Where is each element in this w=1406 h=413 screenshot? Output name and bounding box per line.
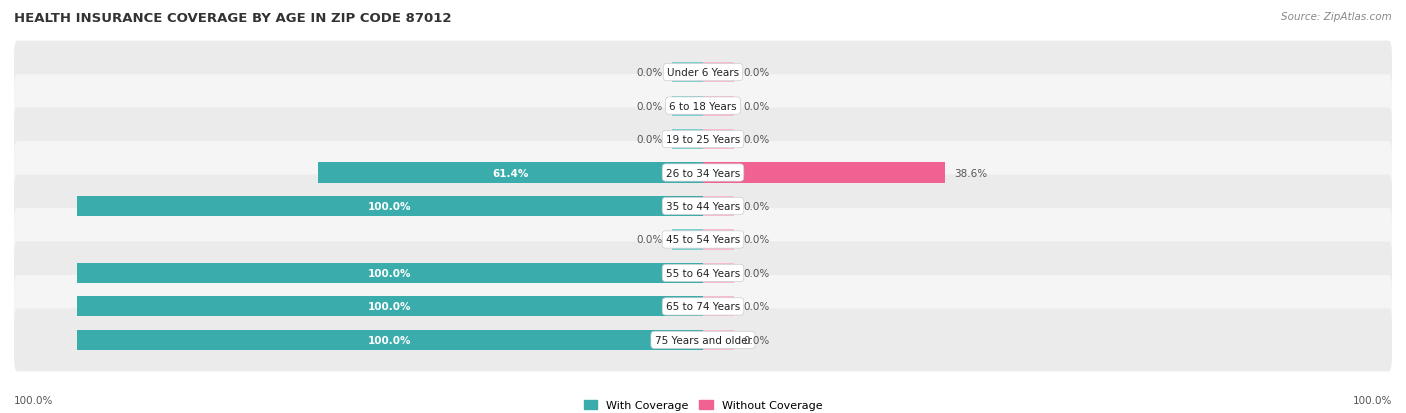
- Bar: [672, 230, 703, 250]
- Text: 55 to 64 Years: 55 to 64 Years: [666, 268, 740, 278]
- Bar: [703, 230, 734, 250]
- Text: Under 6 Years: Under 6 Years: [666, 68, 740, 78]
- Bar: [318, 163, 703, 183]
- Bar: [703, 197, 734, 216]
- Text: 0.0%: 0.0%: [744, 335, 770, 345]
- Bar: [77, 330, 703, 350]
- Text: Source: ZipAtlas.com: Source: ZipAtlas.com: [1281, 12, 1392, 22]
- Text: 0.0%: 0.0%: [744, 68, 770, 78]
- Bar: [77, 197, 703, 216]
- Bar: [703, 297, 734, 317]
- Text: 0.0%: 0.0%: [636, 68, 662, 78]
- Bar: [703, 63, 734, 83]
- Text: 0.0%: 0.0%: [636, 235, 662, 245]
- Text: 65 to 74 Years: 65 to 74 Years: [666, 301, 740, 312]
- Text: 0.0%: 0.0%: [636, 135, 662, 145]
- FancyBboxPatch shape: [14, 275, 1392, 338]
- Bar: [703, 130, 734, 150]
- Text: 100.0%: 100.0%: [368, 335, 412, 345]
- Text: 75 Years and older: 75 Years and older: [655, 335, 751, 345]
- FancyBboxPatch shape: [14, 209, 1392, 271]
- Text: 0.0%: 0.0%: [744, 268, 770, 278]
- Bar: [703, 330, 734, 350]
- Text: 100.0%: 100.0%: [368, 202, 412, 211]
- Bar: [703, 163, 945, 183]
- Bar: [672, 130, 703, 150]
- FancyBboxPatch shape: [14, 108, 1392, 171]
- Text: 26 to 34 Years: 26 to 34 Years: [666, 168, 740, 178]
- Bar: [672, 96, 703, 116]
- Text: 100.0%: 100.0%: [368, 301, 412, 312]
- Bar: [672, 63, 703, 83]
- Text: 0.0%: 0.0%: [636, 101, 662, 112]
- FancyBboxPatch shape: [14, 175, 1392, 238]
- Bar: [703, 96, 734, 116]
- Text: 0.0%: 0.0%: [744, 135, 770, 145]
- Bar: [77, 263, 703, 283]
- Text: 38.6%: 38.6%: [955, 168, 987, 178]
- FancyBboxPatch shape: [14, 75, 1392, 138]
- FancyBboxPatch shape: [14, 309, 1392, 371]
- Bar: [77, 297, 703, 317]
- Text: 6 to 18 Years: 6 to 18 Years: [669, 101, 737, 112]
- Text: 19 to 25 Years: 19 to 25 Years: [666, 135, 740, 145]
- Text: 45 to 54 Years: 45 to 54 Years: [666, 235, 740, 245]
- FancyBboxPatch shape: [14, 42, 1392, 104]
- Text: 0.0%: 0.0%: [744, 235, 770, 245]
- Text: 0.0%: 0.0%: [744, 202, 770, 211]
- FancyBboxPatch shape: [14, 142, 1392, 204]
- Text: 0.0%: 0.0%: [744, 301, 770, 312]
- Text: HEALTH INSURANCE COVERAGE BY AGE IN ZIP CODE 87012: HEALTH INSURANCE COVERAGE BY AGE IN ZIP …: [14, 12, 451, 25]
- Text: 61.4%: 61.4%: [492, 168, 529, 178]
- Text: 100.0%: 100.0%: [1353, 395, 1392, 405]
- Bar: [703, 263, 734, 283]
- Text: 100.0%: 100.0%: [14, 395, 53, 405]
- Legend: With Coverage, Without Coverage: With Coverage, Without Coverage: [579, 395, 827, 413]
- Text: 35 to 44 Years: 35 to 44 Years: [666, 202, 740, 211]
- Text: 0.0%: 0.0%: [744, 101, 770, 112]
- FancyBboxPatch shape: [14, 242, 1392, 305]
- Text: 100.0%: 100.0%: [368, 268, 412, 278]
